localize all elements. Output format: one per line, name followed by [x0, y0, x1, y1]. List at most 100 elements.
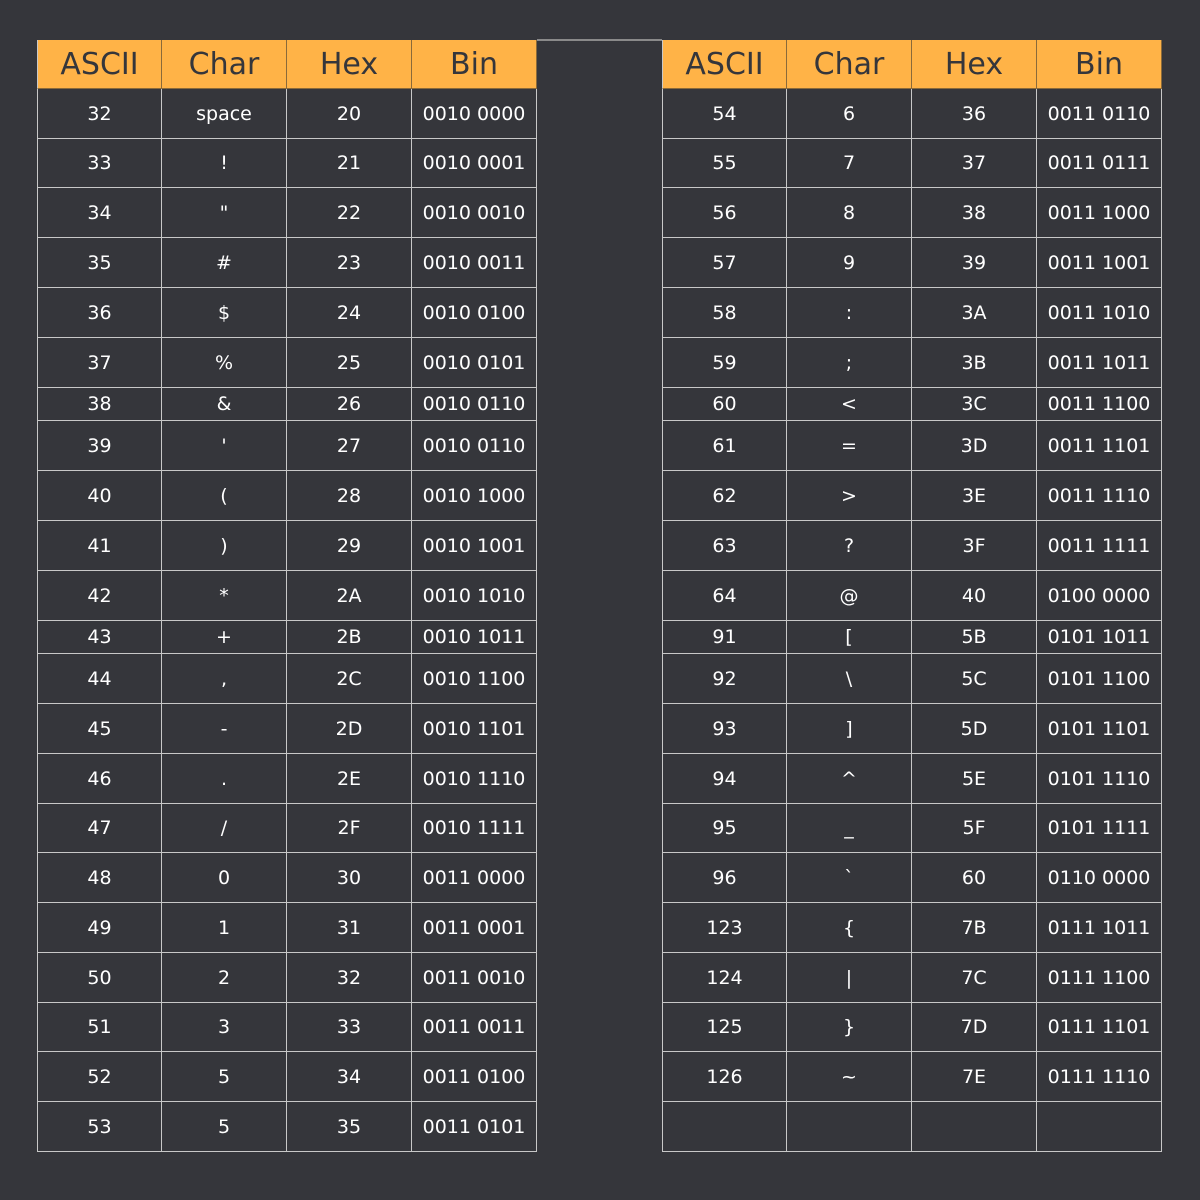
table-row: 124 | 7C 0111 1100 [662, 953, 1163, 1003]
cell-char: ! [162, 139, 287, 188]
cell-char: 2 [162, 953, 287, 1003]
cell-hex: 2A [287, 571, 412, 621]
cell-hex: 5B [912, 621, 1037, 654]
cell-bin: 0010 1001 [412, 521, 537, 571]
table-row: 51 3 33 0011 0011 [37, 1003, 538, 1052]
table-row: 123{7B 0111 1011 [662, 903, 1163, 953]
cell-bin: 0010 1101 [412, 704, 537, 754]
cell-bin: 0111 1100 [1037, 953, 1162, 1003]
cell-hex: 35 [287, 1102, 412, 1152]
cell-char: " [162, 188, 287, 238]
cell-hex: 2B [287, 621, 412, 654]
cell-bin: 0101 1011 [1037, 621, 1162, 654]
cell-ascii: 49 [37, 903, 162, 953]
cell-ascii: 36 [37, 288, 162, 338]
cell-char: ) [162, 521, 287, 571]
header-ascii: ASCII [662, 40, 787, 89]
cell-ascii: 64 [662, 571, 787, 621]
table-row: 54 6 36 0011 0110 [662, 89, 1163, 139]
cell-hex: 20 [287, 89, 412, 139]
cell-bin: 0110 0000 [1037, 853, 1162, 903]
cell-ascii: 125 [662, 1003, 787, 1052]
cell-char: [ [787, 621, 912, 654]
cell-ascii: 61 [662, 421, 787, 471]
cell-bin: 0011 0001 [412, 903, 537, 953]
cell-hex: 2C [287, 654, 412, 704]
cell-ascii: 59 [662, 338, 787, 388]
cell-hex: 7B [912, 903, 1037, 953]
cell-hex: 33 [287, 1003, 412, 1052]
cell-hex: 38 [912, 188, 1037, 238]
cell-ascii: 92 [662, 654, 787, 704]
cell-hex: 36 [912, 89, 1037, 139]
table-row: 125} 7D 0111 1101 [662, 1003, 1163, 1052]
cell-ascii: 126 [662, 1052, 787, 1102]
cell-char: 1 [162, 903, 287, 953]
table-row: 37% 25 0010 0101 [37, 338, 538, 388]
cell-char: - [162, 704, 287, 754]
cell-ascii: 124 [662, 953, 787, 1003]
table-row: 42 * 2A 0010 1010 [37, 571, 538, 621]
cell-hex: 3F [912, 521, 1037, 571]
cell-bin: 0010 1100 [412, 654, 537, 704]
table-row: 34 " 22 0010 0010 [37, 188, 538, 238]
cell-hex [912, 1102, 1037, 1152]
cell-bin: 0011 1010 [1037, 288, 1162, 338]
cell-ascii: 47 [37, 804, 162, 853]
cell-hex: 40 [912, 571, 1037, 621]
cell-bin: 0011 0110 [1037, 89, 1162, 139]
header-hex: Hex [287, 40, 412, 89]
cell-ascii: 33 [37, 139, 162, 188]
cell-hex: 2F [287, 804, 412, 853]
ascii-table-left: ASCII Char Hex Bin 32 space 20 0010 0000 33! 21 00… [37, 40, 538, 1152]
cell-bin: 0101 1101 [1037, 704, 1162, 754]
cell-hex: 39 [912, 238, 1037, 288]
cell-char: \ [787, 654, 912, 704]
cell-hex: 5C [912, 654, 1037, 704]
cell-char: 7 [787, 139, 912, 188]
cell-ascii: 34 [37, 188, 162, 238]
cell-ascii: 50 [37, 953, 162, 1003]
cell-hex: 3D [912, 421, 1037, 471]
cell-ascii: 91 [662, 621, 787, 654]
table-row [662, 1102, 1163, 1152]
table-row: 53 5 35 0011 0101 [37, 1102, 538, 1152]
cell-char: ] [787, 704, 912, 754]
cell-bin: 0010 0011 [412, 238, 537, 288]
cell-bin: 0101 1110 [1037, 754, 1162, 804]
cell-ascii: 62 [662, 471, 787, 521]
cell-ascii: 41 [37, 521, 162, 571]
cell-char: ^ [787, 754, 912, 804]
cell-ascii: 46 [37, 754, 162, 804]
header-char: Char [787, 40, 912, 89]
table-row: 91[5B 0101 1011 [662, 621, 1163, 654]
cell-bin: 0100 0000 [1037, 571, 1162, 621]
table-row: 64 @40 0100 0000 [662, 571, 1163, 621]
cell-ascii: 55 [662, 139, 787, 188]
cell-ascii: 53 [37, 1102, 162, 1152]
cell-char: / [162, 804, 287, 853]
cell-ascii: 93 [662, 704, 787, 754]
cell-hex: 27 [287, 421, 412, 471]
cell-hex: 37 [912, 139, 1037, 188]
cell-hex: 7D [912, 1003, 1037, 1052]
cell-char: ? [787, 521, 912, 571]
cell-bin: 0010 0010 [412, 188, 537, 238]
cell-ascii: 95 [662, 804, 787, 853]
table-row: 43 +2B 0010 1011 [37, 621, 538, 654]
cell-hex: 34 [287, 1052, 412, 1102]
cell-bin: 0010 1110 [412, 754, 537, 804]
cell-char [787, 1102, 912, 1152]
table-row: 46. 2E 0010 1110 [37, 754, 538, 804]
header-hex: Hex [912, 40, 1037, 89]
table-row: 93] 5D 0101 1101 [662, 704, 1163, 754]
cell-bin: 0010 0100 [412, 288, 537, 338]
table-row: 32 space 20 0010 0000 [37, 89, 538, 139]
cell-bin: 0011 1011 [1037, 338, 1162, 388]
cell-bin: 0111 1101 [1037, 1003, 1162, 1052]
header-row: ASCII Char Hex Bin [37, 40, 538, 89]
cell-char: 5 [162, 1102, 287, 1152]
cell-hex: 22 [287, 188, 412, 238]
cell-ascii [662, 1102, 787, 1152]
cell-hex: 5E [912, 754, 1037, 804]
